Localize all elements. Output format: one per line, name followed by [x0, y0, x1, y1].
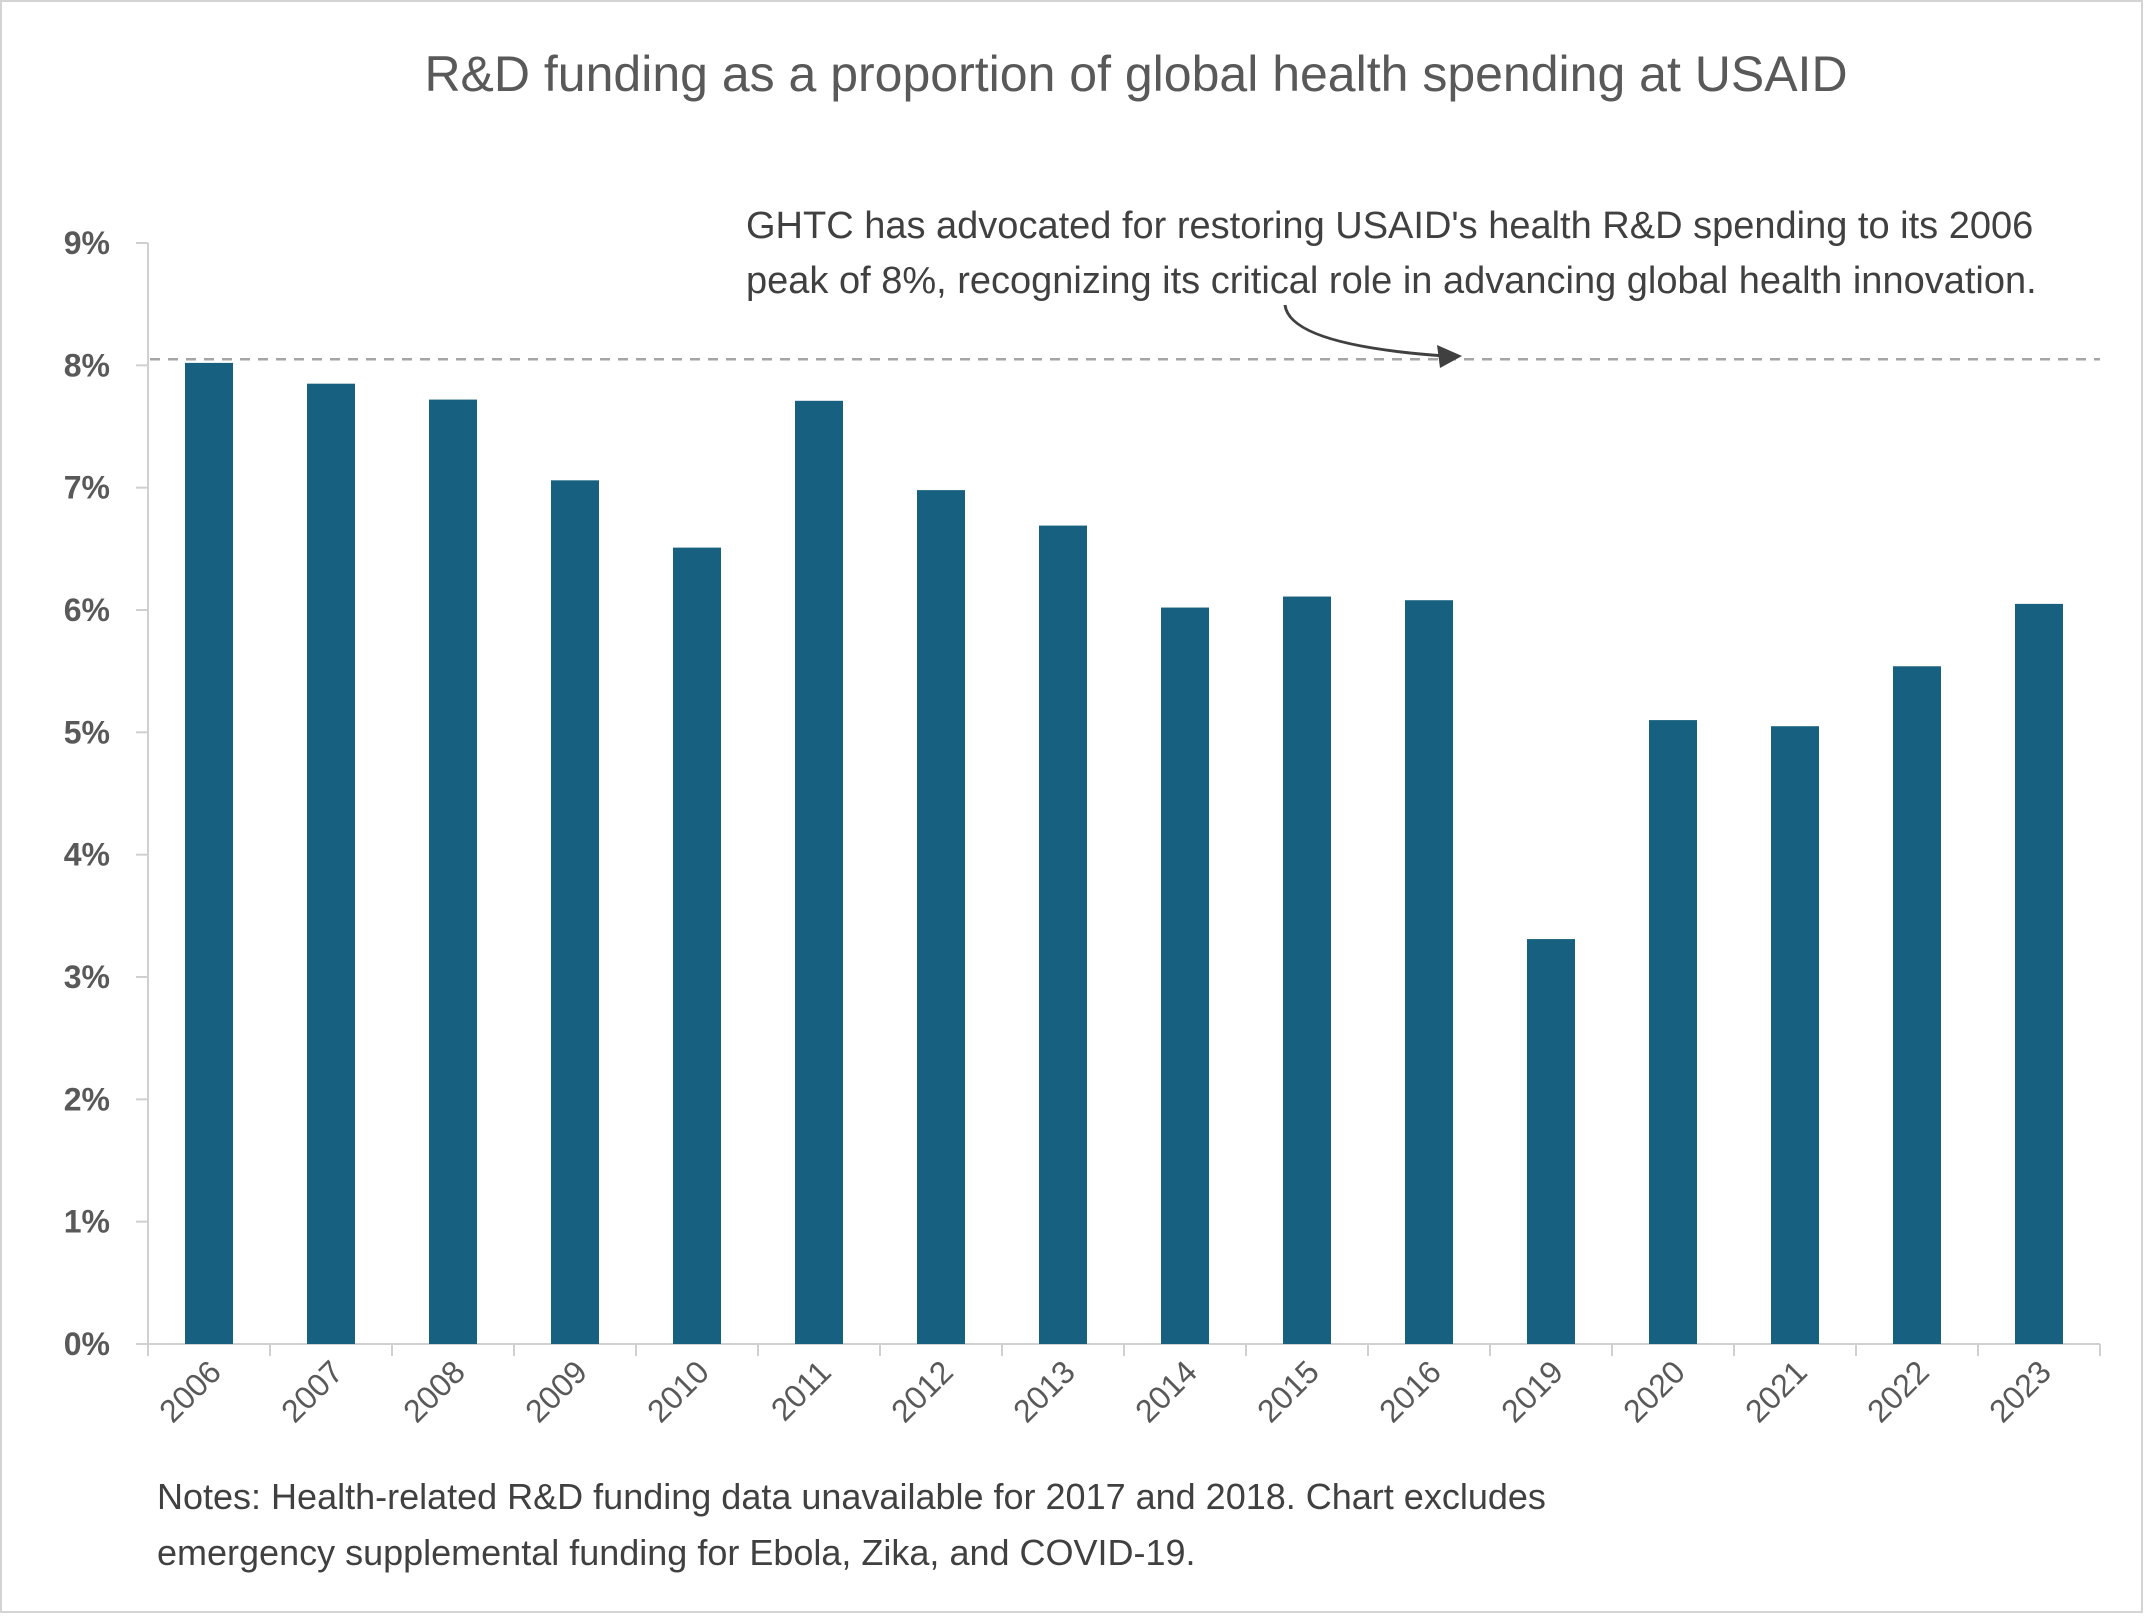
x-tick-label-2015: 2015: [1250, 1353, 1326, 1429]
y-tick-label: 5%: [64, 714, 110, 750]
x-tick-label-2012: 2012: [884, 1353, 960, 1429]
bar-2007: [307, 383, 355, 1344]
note-line-1: Notes: Health-related R&D funding data u…: [157, 1476, 1546, 1517]
x-tick-label-2007: 2007: [274, 1353, 350, 1429]
annotation-arrow: [1283, 304, 1446, 358]
x-tick-label-2013: 2013: [1006, 1353, 1082, 1429]
x-tick-label-2023: 2023: [1982, 1353, 2058, 1429]
bar-2020: [1649, 720, 1697, 1344]
x-tick-label-2008: 2008: [396, 1353, 472, 1429]
annotation-line-2: peak of 8%, recognizing its critical rol…: [746, 260, 2037, 302]
bar-2009: [551, 480, 599, 1344]
x-tick-label-2014: 2014: [1128, 1353, 1204, 1429]
note-line-2: emergency supplemental funding for Ebola…: [157, 1532, 1196, 1573]
y-tick-label: 6%: [64, 592, 110, 628]
bar-2011: [795, 400, 843, 1344]
bar-2015: [1283, 596, 1331, 1344]
y-axis-ticks: 0% 1% 2% 3% 4% 5% 6% 7% 8% 9%: [64, 225, 148, 1362]
bar-2021: [1771, 726, 1819, 1344]
x-tick-label-2020: 2020: [1616, 1353, 1692, 1429]
y-tick-label: 3%: [64, 959, 110, 995]
bar-2013: [1039, 525, 1087, 1344]
bar-2023: [2015, 603, 2063, 1344]
bar-2014: [1161, 607, 1209, 1344]
bars-group: [185, 362, 2063, 1344]
y-tick-label: 4%: [64, 837, 110, 873]
annotation-line-1: GHTC has advocated for restoring USAID's…: [746, 205, 2033, 247]
y-tick-label: 8%: [64, 347, 110, 383]
y-tick-label: 7%: [64, 470, 110, 506]
x-tick-label-2010: 2010: [640, 1353, 716, 1429]
chart-title: R&D funding as a proportion of global he…: [424, 46, 1847, 102]
x-tick-label-2022: 2022: [1860, 1353, 1936, 1429]
bar-2016: [1405, 600, 1453, 1344]
x-axis-ticks: 2006 2007 2008 2009 2010 2011 2012 2013 2014 2015…: [147, 1344, 2101, 1429]
bar-2019: [1527, 939, 1575, 1344]
x-tick-label-2006: 2006: [152, 1353, 228, 1429]
y-tick-label: 2%: [64, 1081, 110, 1117]
bar-2022: [1893, 666, 1941, 1344]
bar-2006: [185, 362, 233, 1344]
y-tick-label: 9%: [64, 225, 110, 261]
annotation-arrowhead: [1437, 345, 1462, 368]
y-tick-label: 0%: [64, 1326, 110, 1362]
x-tick-label-2016: 2016: [1372, 1353, 1448, 1429]
bar-2008: [429, 399, 477, 1344]
x-tick-label-2019: 2019: [1494, 1353, 1570, 1429]
x-tick-label-2021: 2021: [1738, 1353, 1814, 1429]
bar-2012: [917, 490, 965, 1344]
y-tick-label: 1%: [64, 1204, 110, 1240]
bar-2010: [673, 547, 721, 1344]
x-tick-label-2011: 2011: [764, 1353, 838, 1427]
x-tick-label-2009: 2009: [518, 1353, 594, 1429]
